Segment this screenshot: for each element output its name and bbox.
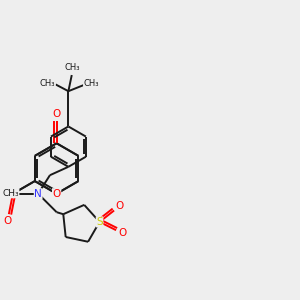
Text: CH₃: CH₃ [64,63,80,72]
Text: CH₃: CH₃ [40,79,55,88]
Text: O: O [3,216,11,226]
Text: N: N [34,189,42,199]
Text: CH₃: CH₃ [2,189,19,198]
Text: CH₃: CH₃ [83,79,99,88]
Text: O: O [118,229,127,238]
Text: O: O [52,109,61,119]
Text: O: O [52,189,61,199]
Text: S: S [96,217,103,227]
Text: O: O [116,201,124,211]
